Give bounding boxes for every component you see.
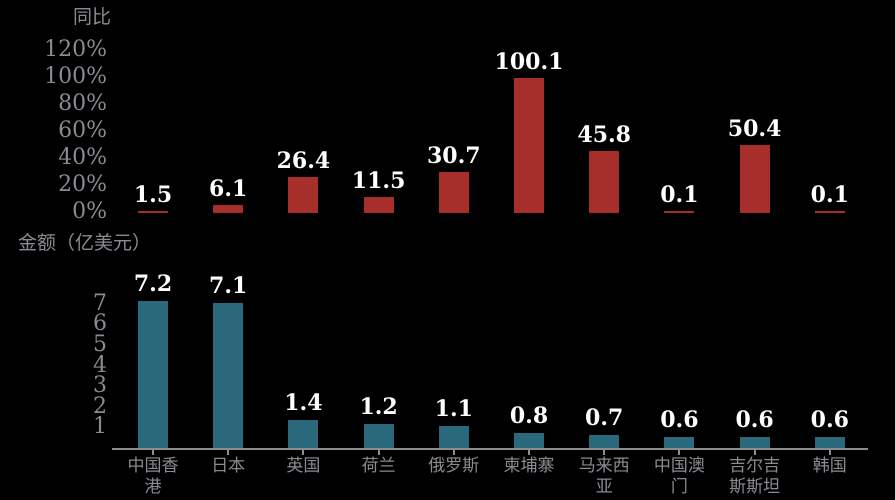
bar: [363, 424, 394, 449]
bar-value-label: 0.6: [735, 406, 774, 433]
bar-value-label: 45.8: [577, 122, 631, 149]
category-label: 韩国: [812, 456, 847, 476]
x-axis-tick: [603, 448, 606, 455]
y-tick-label: 7: [93, 290, 107, 316]
bar: [213, 204, 244, 213]
y-tick-label: 1: [93, 414, 107, 440]
bar: [138, 300, 168, 449]
x-axis-tick: [377, 448, 380, 455]
x-axis-tick: [828, 448, 831, 455]
yoy-chart-title: 同比: [73, 6, 112, 28]
bar: [589, 151, 620, 213]
bar-value-label: 1.5: [133, 181, 173, 208]
bar: [589, 434, 620, 449]
bar-value-label: 11.5: [351, 168, 406, 195]
bar: [664, 436, 695, 449]
y-tick-label: 6: [93, 311, 107, 337]
bar: [288, 177, 319, 213]
x-axis-tick: [302, 448, 305, 455]
category-label: 荷兰: [361, 456, 396, 476]
bar-value-label: 0.8: [509, 402, 549, 429]
category-label: 中国澳门: [653, 456, 705, 497]
bar-value-label: 100.1: [494, 48, 564, 75]
bar-value-label: 1.1: [434, 396, 473, 423]
bar: [138, 210, 168, 213]
y-tick-label: 40%: [58, 145, 107, 170]
bar-value-label: 0.1: [810, 182, 849, 208]
x-axis-tick: [753, 448, 756, 455]
category-label: 柬埔寨: [503, 456, 555, 476]
bar: [514, 432, 544, 449]
y-tick-label: 4: [93, 352, 107, 378]
x-axis-tick: [678, 448, 681, 455]
bar: [514, 77, 544, 213]
y-tick-label: 2: [93, 393, 107, 419]
y-tick-label: 0%: [72, 199, 107, 224]
category-label: 俄罗斯: [428, 456, 480, 476]
y-tick-label: 80%: [58, 91, 107, 116]
category-label: 吉尔吉斯斯坦: [729, 456, 781, 497]
bar-value-label: 7.2: [133, 270, 173, 297]
x-axis-tick: [227, 448, 230, 455]
bar-value-label: 50.4: [727, 115, 782, 142]
x-axis-tick: [452, 448, 455, 455]
y-tick-label: 5: [93, 332, 107, 357]
category-label: 马来西亚: [578, 456, 630, 497]
bar: [363, 197, 394, 213]
y-tick-label: 120%: [44, 37, 107, 62]
bar: [814, 211, 845, 213]
bar-value-label: 1.2: [359, 394, 398, 421]
bar-value-label: 7.1: [209, 272, 248, 299]
bar: [664, 211, 695, 213]
bar: [739, 436, 770, 449]
bar-value-label: 26.4: [276, 148, 331, 175]
y-tick-label: 20%: [58, 172, 107, 197]
y-tick-label: 100%: [44, 64, 107, 89]
y-tick-label: 60%: [58, 118, 107, 143]
bar-value-label: 1.4: [284, 390, 323, 417]
category-label: 英国: [286, 456, 321, 476]
x-axis-line: [112, 448, 868, 450]
y-tick-label: 3: [93, 373, 107, 399]
bar-value-label: 0.6: [810, 406, 849, 433]
bar: [213, 302, 244, 449]
x-axis-tick: [152, 448, 154, 455]
bar: [814, 436, 845, 449]
category-label: 日本: [211, 456, 246, 476]
category-label: 中国香港: [127, 456, 179, 497]
amount-chart-title: 金额（亿美元）: [18, 232, 152, 254]
x-axis-tick: [528, 448, 530, 455]
bar: [288, 420, 319, 449]
bar: [438, 171, 469, 213]
bar-value-label: 0.7: [585, 404, 624, 431]
bar-value-label: 6.1: [209, 175, 248, 202]
bar: [739, 144, 770, 213]
bar-value-label: 0.6: [660, 406, 699, 433]
bar-value-label: 0.1: [660, 182, 699, 208]
bar: [438, 426, 469, 449]
bar-value-label: 30.7: [427, 142, 481, 169]
